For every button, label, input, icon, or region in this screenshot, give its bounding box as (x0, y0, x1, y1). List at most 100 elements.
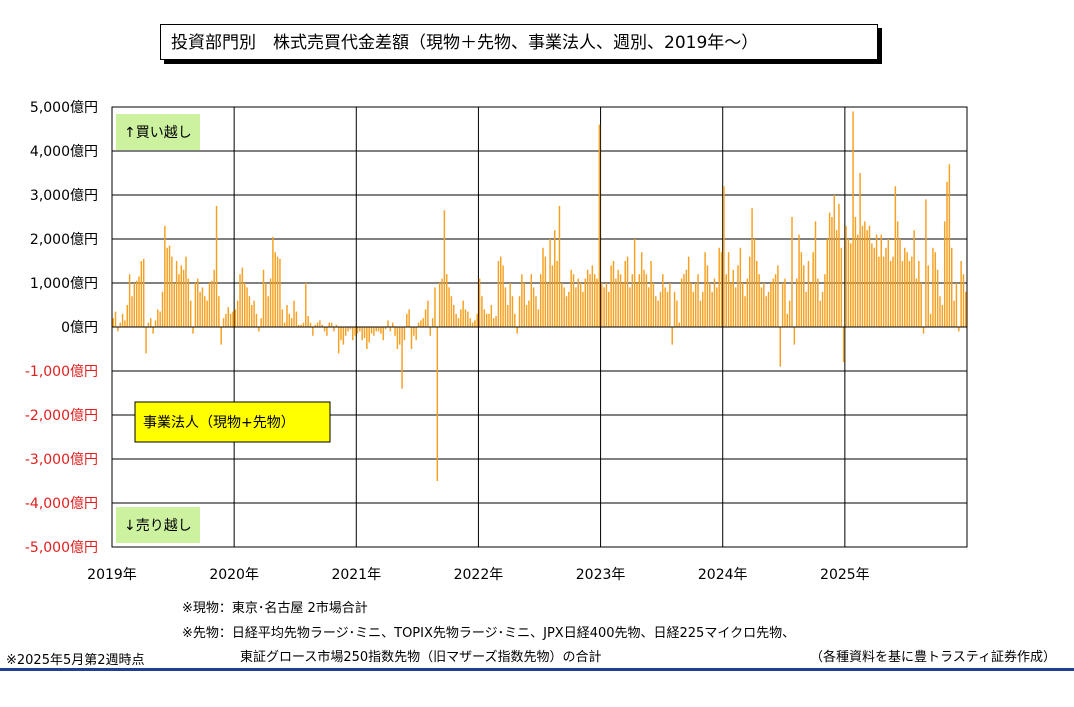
bar (269, 278, 272, 327)
bar (847, 239, 850, 327)
bar (455, 313, 457, 327)
bar (208, 283, 211, 327)
bar (375, 327, 377, 332)
bar (925, 199, 927, 327)
bar (258, 327, 260, 332)
bar (786, 313, 789, 327)
bar (535, 296, 537, 327)
bar (805, 291, 807, 327)
bar (854, 217, 857, 327)
note-source: （各種資料を基に豊トラスティ証券作成） (810, 650, 1056, 665)
bar (817, 278, 819, 327)
bar (474, 320, 476, 327)
bar (539, 274, 542, 327)
bar (523, 283, 525, 327)
bar (593, 274, 596, 327)
bar (570, 269, 572, 327)
x-tick-label: 2023年 (576, 567, 626, 583)
bar (337, 327, 340, 354)
bar (253, 300, 255, 327)
bar (875, 234, 878, 327)
bar (657, 300, 659, 327)
bar (784, 278, 786, 327)
bar (272, 236, 274, 327)
bar (791, 217, 793, 327)
bar (500, 256, 502, 327)
bar (340, 327, 342, 341)
bar (765, 296, 767, 327)
bar (121, 313, 124, 327)
bar (647, 287, 650, 327)
bar (255, 313, 258, 327)
bar (873, 247, 875, 327)
bar (267, 296, 269, 327)
bar (197, 278, 199, 327)
bar (528, 300, 530, 327)
bar (417, 322, 420, 327)
bar (549, 239, 551, 327)
bar (363, 327, 366, 338)
bar (154, 320, 157, 327)
bar (204, 296, 206, 327)
note-sakimono-2: 東証グロース市場250指数先物（旧マザーズ指数先物）の合計 (240, 650, 602, 665)
bar (678, 322, 680, 327)
bar (220, 327, 222, 345)
bar (326, 327, 328, 336)
bar (920, 283, 922, 327)
bar (798, 234, 800, 327)
bar (434, 287, 436, 327)
bar (187, 278, 190, 327)
bar (748, 256, 751, 327)
bar (828, 212, 831, 327)
bar (387, 320, 389, 327)
x-tick-label: 2024年 (698, 567, 748, 583)
bar (159, 311, 161, 327)
bar (384, 327, 387, 330)
bar (462, 300, 464, 327)
bar (349, 327, 352, 330)
bar (514, 313, 516, 327)
bar (161, 291, 164, 327)
bar (312, 327, 314, 336)
y-tick-label: 1,000億円 (30, 276, 98, 292)
bar (948, 164, 951, 327)
bar (939, 296, 941, 327)
bar (391, 322, 394, 327)
bar (610, 265, 612, 327)
bar (537, 309, 540, 327)
bar (885, 247, 887, 327)
bar (168, 245, 171, 327)
bar (232, 311, 234, 327)
bar (114, 311, 117, 327)
bar (640, 252, 643, 327)
bar (431, 318, 434, 327)
bar (608, 291, 610, 327)
bar (448, 287, 450, 327)
bar (904, 247, 906, 327)
bar (236, 300, 239, 327)
bar (518, 296, 521, 327)
bar (330, 322, 333, 327)
bar (359, 327, 361, 332)
bar (645, 274, 648, 327)
bar (166, 247, 168, 327)
bar (777, 265, 779, 327)
bar (305, 283, 307, 327)
bar (934, 252, 937, 327)
bar (760, 287, 763, 327)
bar (248, 296, 251, 327)
bar (469, 318, 471, 327)
bar (706, 265, 709, 327)
bar (624, 261, 626, 327)
bar (819, 300, 821, 327)
bar (612, 261, 615, 327)
bar (178, 274, 180, 327)
bar (878, 256, 880, 327)
bar (767, 291, 770, 327)
bar (124, 320, 126, 327)
bar (413, 327, 415, 336)
y-tick-label: -2,000億円 (25, 408, 98, 424)
bar (866, 230, 868, 327)
bar (882, 256, 885, 327)
bar (561, 283, 563, 327)
